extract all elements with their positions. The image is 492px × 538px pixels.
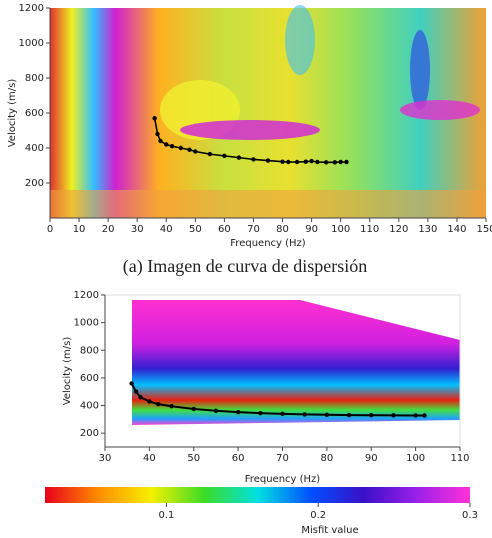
point bbox=[138, 395, 143, 400]
point bbox=[207, 151, 213, 157]
point bbox=[280, 159, 285, 164]
point bbox=[324, 412, 330, 418]
y-tick-label: 600 bbox=[25, 108, 44, 119]
y-tick-label: 800 bbox=[80, 345, 99, 356]
point bbox=[158, 138, 163, 144]
y-tick-label: 200 bbox=[80, 428, 99, 439]
point bbox=[222, 153, 227, 159]
y-tick-label: 600 bbox=[80, 373, 99, 384]
point bbox=[193, 149, 198, 154]
x-tick-label: 30 bbox=[99, 453, 112, 464]
x-tick-label: 0 bbox=[47, 224, 53, 235]
y-tick-label: 1000 bbox=[74, 318, 99, 329]
point bbox=[147, 399, 152, 404]
point bbox=[191, 406, 196, 412]
x-tick-label: 50 bbox=[189, 224, 202, 235]
x-tick-label: 110 bbox=[360, 224, 379, 235]
point bbox=[286, 159, 291, 165]
y-tick-label: 400 bbox=[25, 143, 44, 154]
colorbar-tick-label: 0.2 bbox=[310, 510, 326, 521]
point bbox=[323, 160, 329, 165]
point bbox=[258, 410, 263, 416]
x-tick-label: 80 bbox=[321, 453, 334, 464]
point bbox=[338, 159, 343, 165]
y-tick-label: 200 bbox=[25, 178, 44, 189]
caption: (a) Imagen de curva de dispersión bbox=[123, 256, 367, 277]
point bbox=[294, 159, 300, 165]
point bbox=[169, 404, 174, 409]
point bbox=[391, 413, 396, 418]
model-band bbox=[104, 294, 461, 448]
x-axis-label: Frequency (Hz) bbox=[230, 238, 306, 249]
x-tick-label: 10 bbox=[73, 224, 86, 235]
point bbox=[346, 412, 352, 418]
x-tick-label: 40 bbox=[143, 453, 156, 464]
x-tick-label: 40 bbox=[160, 224, 173, 235]
x-tick-label: 90 bbox=[305, 224, 318, 235]
point bbox=[413, 413, 418, 418]
point bbox=[280, 411, 285, 417]
x-tick-label: 100 bbox=[331, 224, 350, 235]
point bbox=[303, 159, 308, 164]
x-tick-label: 60 bbox=[218, 224, 231, 235]
point bbox=[155, 131, 160, 137]
x-tick-label: 70 bbox=[247, 224, 260, 235]
point bbox=[133, 389, 139, 394]
point bbox=[235, 409, 241, 415]
x-tick-label: 110 bbox=[450, 453, 469, 464]
point bbox=[236, 155, 242, 160]
colorbar-tick-label: 0.1 bbox=[158, 510, 174, 521]
point bbox=[178, 145, 183, 151]
point bbox=[309, 158, 314, 164]
y-axis-label: Velocity (m/s) bbox=[7, 79, 18, 148]
y-tick-label: 1200 bbox=[19, 3, 44, 14]
point bbox=[332, 160, 338, 165]
y-tick-label: 400 bbox=[80, 401, 99, 412]
point bbox=[213, 408, 219, 413]
x-tick-label: 20 bbox=[102, 224, 115, 235]
point bbox=[187, 147, 192, 152]
x-tick-label: 30 bbox=[131, 224, 144, 235]
x-axis-label: Frequency (Hz) bbox=[245, 474, 321, 485]
x-tick-label: 60 bbox=[232, 453, 245, 464]
point bbox=[169, 144, 175, 149]
x-tick-label: 130 bbox=[418, 224, 437, 235]
x-tick-label: 150 bbox=[476, 224, 492, 235]
point bbox=[302, 412, 307, 417]
point bbox=[369, 413, 374, 418]
x-tick-label: 80 bbox=[276, 224, 289, 235]
point bbox=[422, 413, 427, 418]
colorbar-label: Misfit value bbox=[301, 525, 358, 536]
point bbox=[156, 401, 161, 407]
x-tick-label: 120 bbox=[389, 224, 408, 235]
heatmap-background bbox=[50, 5, 486, 218]
y-tick-label: 1200 bbox=[74, 290, 99, 301]
x-tick-label: 100 bbox=[406, 453, 425, 464]
x-tick-label: 50 bbox=[187, 453, 200, 464]
colorbar-tick-label: 0.3 bbox=[462, 510, 478, 521]
point bbox=[251, 157, 256, 162]
x-tick-label: 70 bbox=[276, 453, 289, 464]
point bbox=[129, 381, 134, 386]
x-tick-label: 90 bbox=[365, 453, 378, 464]
y-tick-label: 1000 bbox=[19, 38, 44, 49]
point bbox=[265, 158, 271, 163]
point bbox=[152, 116, 157, 121]
colorbar bbox=[45, 487, 470, 503]
y-axis-label: Velocity (m/s) bbox=[62, 337, 73, 406]
point bbox=[315, 159, 320, 165]
point bbox=[344, 159, 349, 165]
point bbox=[164, 142, 169, 147]
x-tick-label: 140 bbox=[447, 224, 466, 235]
y-tick-label: 800 bbox=[25, 73, 44, 84]
